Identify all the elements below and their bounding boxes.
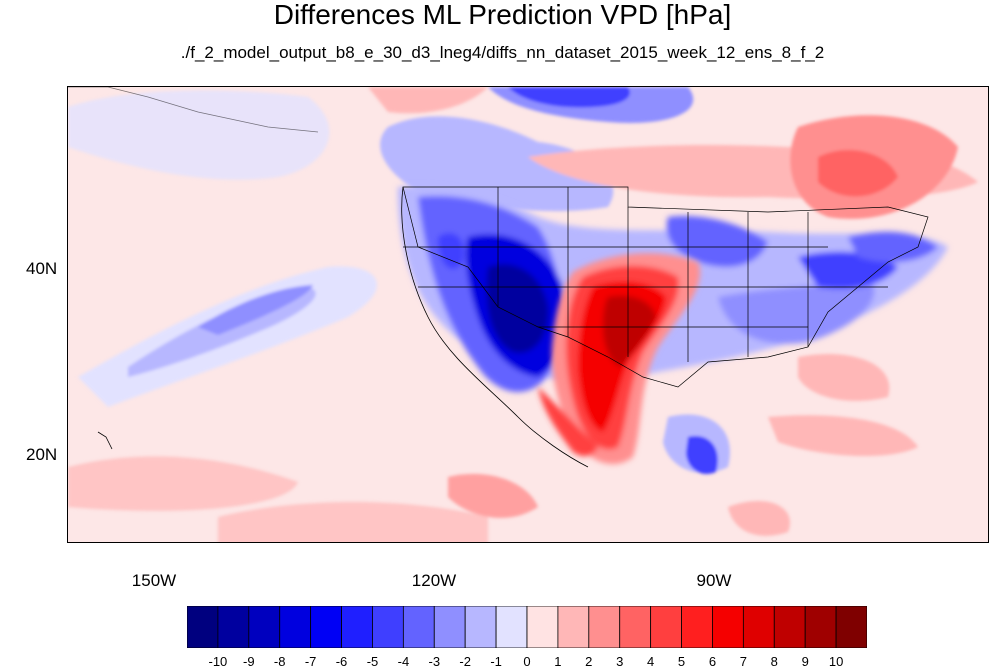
- colorbar-swatch: [773, 606, 806, 648]
- colorbar-tick-label: 3: [616, 654, 624, 669]
- state-boundaries: [402, 186, 929, 388]
- coastlines: [68, 87, 589, 468]
- colorbar: [187, 606, 867, 648]
- colorbar-tick-label: 10: [828, 654, 844, 669]
- lon-label-150w: 150W: [131, 571, 177, 590]
- colorbar-tick-label: -6: [335, 654, 348, 669]
- colorbar-swatch: [341, 606, 373, 648]
- lon-label-90w: 90W: [696, 571, 732, 590]
- colorbar-swatch: [402, 606, 435, 648]
- colorbar-swatch: [217, 606, 250, 648]
- pacific-anomalies: [68, 90, 538, 542]
- colorbar-tick-label: 8: [770, 654, 778, 669]
- colorbar-tick-label: -9: [243, 654, 255, 669]
- colorbar-tick-label: -4: [397, 654, 410, 669]
- colorbar-swatch: [742, 606, 775, 648]
- warm-anomaly: [538, 253, 700, 465]
- colorbar-tick-label: 1: [554, 654, 562, 669]
- lat-label-20n: 20N: [26, 445, 58, 464]
- colorbar-swatch: [557, 606, 590, 648]
- colorbar-swatch: [310, 606, 342, 648]
- colorbar-tick-label: -2: [459, 654, 471, 669]
- colorbar-swatch: [526, 606, 559, 648]
- colorbar-tick-label: 6: [708, 654, 717, 669]
- colorbar-tick-label: 5: [677, 654, 686, 669]
- colorbar-tick-label: 7: [739, 654, 747, 669]
- map-svg: [68, 87, 988, 542]
- colorbar-tick-label: -1: [490, 654, 502, 669]
- colorbar-swatch: [588, 606, 621, 648]
- colorbar-swatch: [372, 606, 404, 648]
- colorbar-swatch: [495, 606, 528, 648]
- colorbar-swatch: [804, 606, 837, 648]
- colorbar-tick-label: 2: [585, 654, 593, 669]
- gulf-anomalies: [663, 353, 918, 536]
- colorbar-swatch: [464, 606, 497, 648]
- colorbar-tick-label: -5: [366, 654, 379, 669]
- colorbar-swatch: [712, 606, 744, 648]
- plot-subtitle: ./f_2_model_output_b8_e_30_d3_lneg4/diff…: [180, 43, 825, 62]
- colorbar-swatch: [279, 606, 312, 648]
- colorbar-tick-label: 9: [801, 654, 809, 669]
- colorbar-swatch: [681, 606, 713, 648]
- map-panel: [67, 86, 989, 543]
- colorbar-swatch: [619, 606, 652, 648]
- colorbar-swatch: [248, 606, 281, 648]
- colorbar-swatch: [835, 606, 867, 648]
- colorbar-swatch: [433, 606, 466, 648]
- lon-label-120w: 120W: [411, 571, 457, 590]
- colorbar-tick-label: -8: [273, 654, 286, 669]
- plot-title: Differences ML Prediction VPD [hPa]: [273, 0, 732, 30]
- colorbar-tick-label: -7: [304, 654, 317, 669]
- colorbar-tick-label: -10: [208, 654, 228, 669]
- colorbar-swatch: [187, 606, 219, 648]
- lat-label-40n: 40N: [26, 259, 58, 278]
- colorbar-tick-label: -3: [428, 654, 441, 669]
- colorbar-swatch: [650, 606, 682, 648]
- colorbar-tick-label: 4: [646, 654, 655, 669]
- colorbar-tick-label: 0: [523, 654, 531, 669]
